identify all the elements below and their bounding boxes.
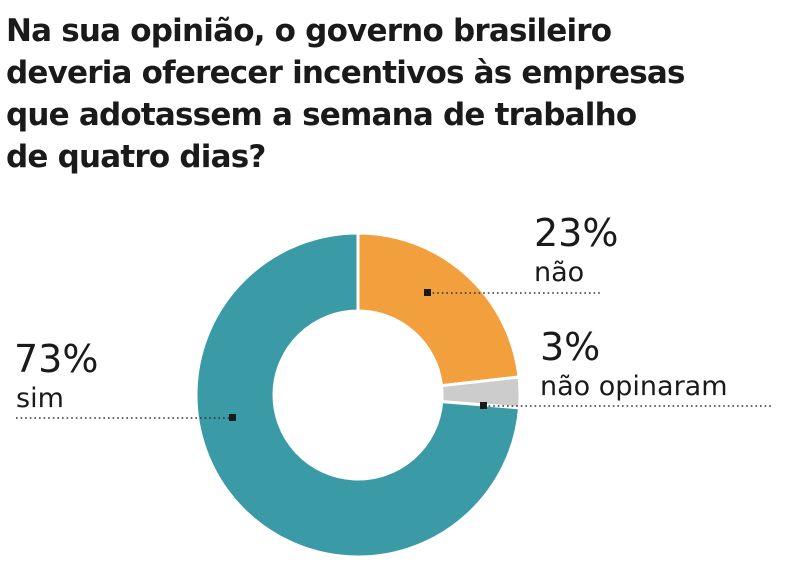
- leader-dot-nao-opinaram: [480, 402, 487, 409]
- slice-value-label-nao-opinaram: 3%: [540, 325, 600, 369]
- slices-group: [194, 231, 522, 559]
- chart-title: Na sua opinião, o governo brasileiro dev…: [6, 13, 685, 175]
- slice-value-label-nao: 23%: [534, 211, 618, 255]
- slice-label-nao-opinaram: não opinaram: [540, 371, 728, 402]
- leader-dot-sim: [229, 414, 236, 421]
- slice-label-sim: sim: [16, 383, 64, 414]
- donut-slice-nao: [356, 231, 521, 388]
- labels-group: 23% não 3% não opinaram 73% sim: [14, 211, 772, 421]
- slice-label-nao: não: [534, 257, 584, 288]
- slice-value-label-sim: 73%: [14, 337, 98, 381]
- leader-dot-nao: [424, 289, 431, 296]
- donut-slice-sim: [194, 231, 522, 559]
